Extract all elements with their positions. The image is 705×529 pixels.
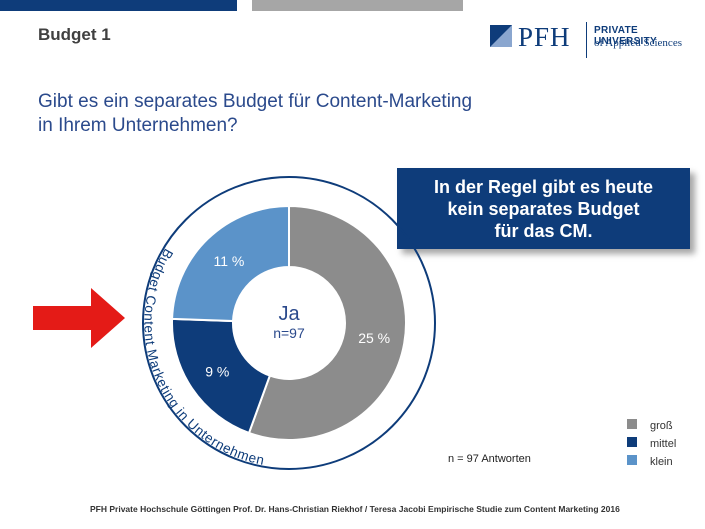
legend-label: mittel xyxy=(650,438,677,450)
pfh-square-logo-icon xyxy=(490,25,512,47)
legend-swatch xyxy=(627,419,637,429)
right-arrow-icon xyxy=(33,288,125,348)
question-title: Gibt es ein separates Budget für Content… xyxy=(38,90,538,138)
legend-item-mittel: mittel xyxy=(627,434,677,450)
logo-line2: of Applied Sciences xyxy=(594,37,682,49)
pfh-logo: PFH PRIVATE UNIVERSITY of Applied Scienc… xyxy=(490,22,700,60)
donut-center-label: Ja xyxy=(278,303,300,325)
slide-label: Budget 1 xyxy=(38,25,111,44)
sample-size-note: n = 97 Antworten xyxy=(448,453,531,465)
donut-slice-klein xyxy=(171,204,290,323)
header-bar-blue xyxy=(0,0,237,11)
chart-legend: groß mittel klein xyxy=(627,416,677,470)
donut-slices: 25 % 9 % 11 % xyxy=(171,204,407,441)
logo-line1: PRIVATE UNIVERSITY xyxy=(594,25,658,47)
legend-item-groß: groß xyxy=(627,416,676,432)
callout-line2: kein separates Budget xyxy=(447,198,640,219)
callout-line3: für das CM. xyxy=(494,220,593,241)
header-bar-gray xyxy=(252,0,463,11)
legend-swatch xyxy=(627,437,637,447)
footer-citation: PFH Private Hochschule Göttingen Prof. D… xyxy=(90,504,620,514)
question-line2: in Ihrem Unternehmen? xyxy=(38,115,238,136)
donut-slice-label-groß: 25 % xyxy=(358,330,390,346)
question-line1: Gibt es ein separates Budget für Content… xyxy=(38,91,473,112)
donut-center-sublabel: n=97 xyxy=(273,325,305,341)
logo-divider xyxy=(586,22,587,58)
outer-ring xyxy=(142,176,436,470)
legend-label: groß xyxy=(650,420,673,432)
donut-slice-label-mittel: 9 % xyxy=(205,363,229,379)
legend-label: klein xyxy=(650,456,673,468)
donut-slice-groß xyxy=(247,204,407,441)
legend-item-klein: klein xyxy=(627,452,676,468)
logo-name: PFH xyxy=(518,22,571,52)
donut-slice-mittel xyxy=(171,317,272,435)
callout-line1: In der Regel gibt es heute xyxy=(433,176,654,197)
legend-swatch xyxy=(627,455,637,465)
donut-slice-label-klein: 11 % xyxy=(213,253,244,269)
callout-box: In der Regel gibt es heute kein separate… xyxy=(397,168,690,249)
